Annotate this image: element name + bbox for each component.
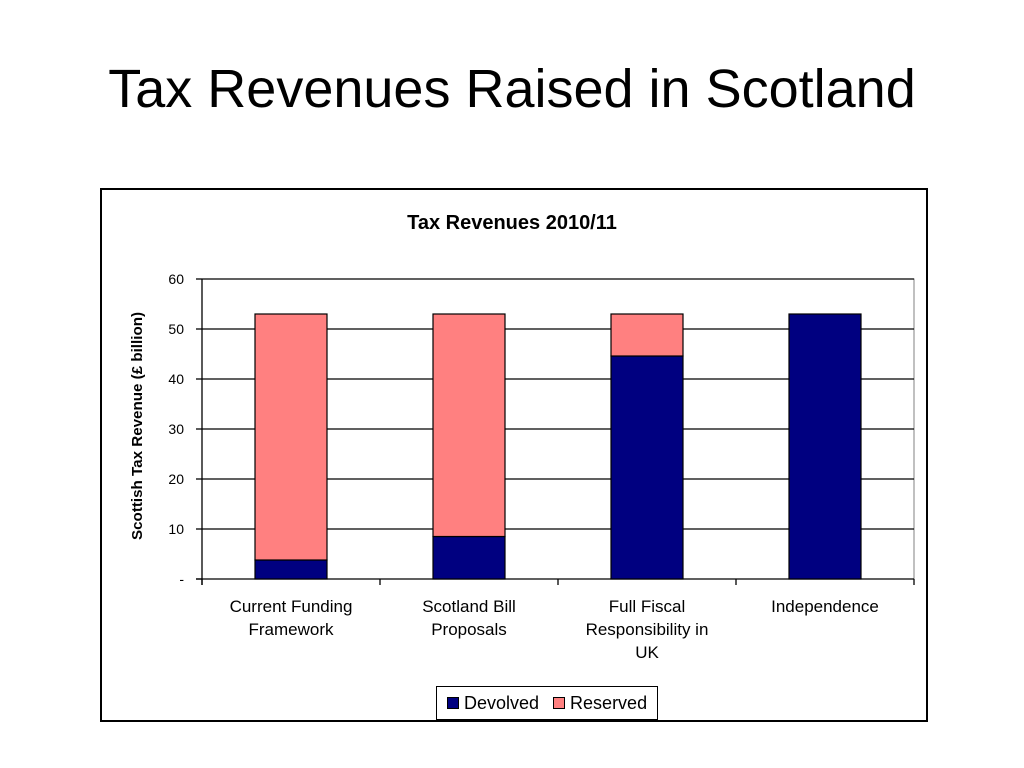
bar-devolved-1 [432, 535, 506, 580]
legend-item-reserved: Reserved [553, 693, 647, 714]
y-tick-label: 20 [168, 471, 184, 487]
x-tick-label: Independence [771, 597, 879, 616]
y-tick-label: - [179, 571, 184, 587]
legend-label-devolved: Devolved [464, 692, 540, 713]
bar-devolved-3 [788, 313, 862, 580]
bar-devolved-0 [254, 559, 328, 580]
y-axis-label: Scottish Tax Revenue (£ billion) [129, 312, 146, 540]
x-tick-label: Scotland Bill [422, 597, 516, 616]
y-tick-label: 40 [168, 371, 184, 387]
chart-title: Tax Revenues 2010/11 [407, 212, 617, 234]
y-tick-label: 60 [168, 271, 184, 287]
legend-label-reserved: Reserved [570, 692, 648, 713]
chart-svg: Tax Revenues 2010/11 Scottish Tax Revenue… [129, 212, 915, 662]
y-tick-label: 30 [168, 421, 184, 437]
x-tick-label: Framework [248, 620, 334, 639]
legend-swatch-reserved [553, 697, 566, 709]
bar-reserved-2 [610, 313, 684, 357]
y-tick-label: 10 [168, 521, 184, 537]
x-tick-label: Current Funding [230, 597, 353, 616]
chart-legend: Devolved Reserved [436, 686, 659, 720]
bar-reserved-1 [432, 313, 506, 538]
chart-frame: Tax Revenues 2010/11 Scottish Tax Revenue… [100, 188, 928, 722]
x-tick-label: Responsibility in [586, 620, 709, 639]
x-tick-label: UK [635, 643, 659, 662]
y-tick-label: 50 [168, 321, 184, 337]
x-tick-label: Full Fiscal [609, 597, 686, 616]
legend-item-devolved: Devolved [447, 693, 539, 714]
slide-title: Tax Revenues Raised in Scotland [108, 59, 916, 119]
legend-swatch-devolved [447, 697, 459, 709]
bar-devolved-2 [610, 355, 684, 580]
x-tick-label: Proposals [431, 620, 507, 639]
bar-reserved-0 [254, 313, 328, 561]
